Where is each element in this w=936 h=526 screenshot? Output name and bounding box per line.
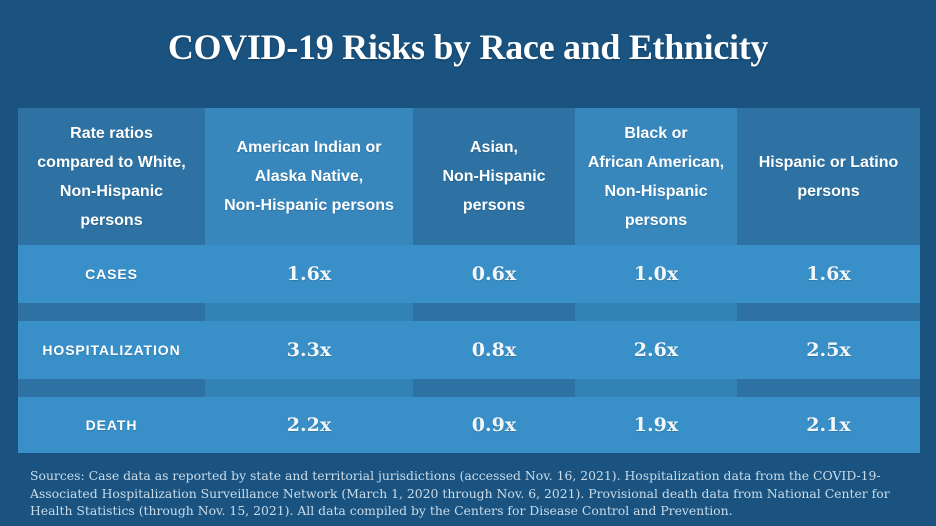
cell-value: 2.6x [633, 339, 679, 361]
corner-header-cell: Rate ratios compared to White, Non-Hispa… [18, 108, 205, 245]
cell-value: 2.2x [286, 414, 332, 436]
cell-death-asian: 0.9x [413, 397, 575, 453]
cell-value: 3.3x [286, 339, 332, 361]
row-separator [575, 379, 737, 397]
column-header-label: Asian, Non-Hispanic persons [442, 139, 546, 214]
row-separator [205, 379, 413, 397]
cell-value: 1.6x [806, 263, 851, 285]
cell-value: 1.9x [633, 414, 679, 436]
cell-value: 1.0x [633, 263, 679, 285]
row-label: HOSPITALIZATION [42, 342, 181, 358]
cell-value: 0.9x [471, 414, 517, 436]
cell-value: 0.8x [471, 339, 517, 361]
row-header-cases: CASES [18, 245, 205, 303]
cell-hospitalization-hispanic: 2.5x [737, 321, 920, 379]
page-title: COVID-19 Risks by Race and Ethnicity [167, 27, 769, 67]
row-separator [413, 379, 575, 397]
column-header-label: American Indian or Alaska Native, Non-Hi… [224, 139, 394, 214]
sources-footnote: Sources: Case data as reported by state … [30, 468, 890, 519]
column-header-american-indian: American Indian or Alaska Native, Non-Hi… [205, 108, 413, 245]
cell-hospitalization-american-indian: 3.3x [205, 321, 413, 379]
cell-value: 2.5x [806, 339, 851, 361]
cell-hospitalization-black: 2.6x [575, 321, 737, 379]
row-separator [18, 303, 205, 321]
cell-death-black: 1.9x [575, 397, 737, 453]
column-header-label: Black or African American, Non-Hispanic … [587, 124, 725, 229]
cell-value: 1.6x [286, 263, 332, 285]
cell-cases-hispanic: 1.6x [737, 245, 920, 303]
column-header-asian: Asian, Non-Hispanic persons [413, 108, 575, 245]
row-header-death: DEATH [18, 397, 205, 453]
row-separator [575, 303, 737, 321]
row-separator [737, 303, 920, 321]
cell-death-american-indian: 2.2x [205, 397, 413, 453]
column-header-label: Hispanic or Latino persons [758, 153, 899, 200]
rate-ratio-table: Rate ratios compared to White, Non-Hispa… [18, 108, 920, 453]
cell-cases-american-indian: 1.6x [205, 245, 413, 303]
cell-death-hispanic: 2.1x [737, 397, 920, 453]
row-separator [737, 379, 920, 397]
row-separator [413, 303, 575, 321]
column-header-hispanic: Hispanic or Latino persons [737, 108, 920, 245]
corner-header-label: Rate ratios compared to White, Non-Hispa… [37, 124, 186, 229]
row-separator [205, 303, 413, 321]
cell-cases-asian: 0.6x [413, 245, 575, 303]
row-separator [18, 379, 205, 397]
column-header-black: Black or African American, Non-Hispanic … [575, 108, 737, 245]
row-header-hospitalization: HOSPITALIZATION [18, 321, 205, 379]
row-label: DEATH [85, 417, 138, 433]
cell-hospitalization-asian: 0.8x [413, 321, 575, 379]
cell-value: 0.6x [471, 263, 517, 285]
cell-value: 2.1x [806, 414, 851, 436]
cell-cases-black: 1.0x [575, 245, 737, 303]
row-label: CASES [85, 266, 138, 282]
